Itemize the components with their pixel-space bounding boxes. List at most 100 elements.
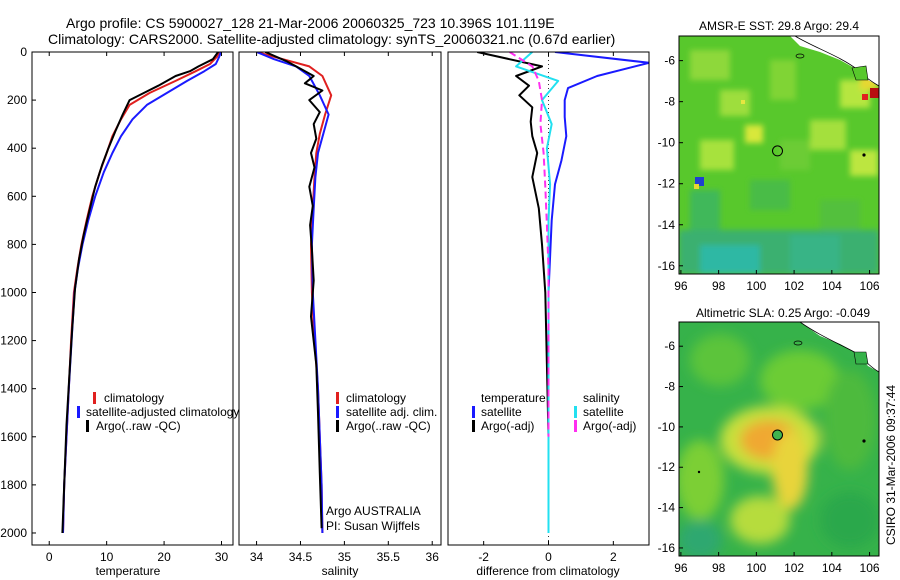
sla-argo-float-marker	[772, 429, 783, 441]
map-x-tick-label: 96	[674, 279, 688, 293]
map-x-tick-label: 102	[784, 279, 804, 293]
temperature-panel-frame	[31, 51, 234, 546]
x-tick-label: 2	[610, 550, 617, 564]
difference-panel: -2 0 2 difference from climatology tempera…	[447, 51, 650, 578]
legend-swatch-sal-satellite	[574, 406, 577, 418]
x-tick-label: 35.5	[377, 550, 401, 564]
salinity-panel-frame	[238, 51, 442, 546]
legend-swatch-temp-argo	[472, 420, 475, 432]
sla-map: Altimetric SLA: 0.25 Argo: -0.049	[658, 306, 880, 575]
x-tick-label: 20	[157, 550, 171, 564]
sla-map-frame	[678, 321, 880, 557]
temperature-xlabel: temperature	[96, 564, 161, 578]
y-tick-label: 2000	[0, 526, 27, 540]
x-tick-label: 34.5	[289, 550, 313, 564]
legend-swatch-satellite	[77, 406, 80, 418]
temperature-panel: 0 10 20 30 0 200 400 600 800 1000 1200 1400 1600 1800…	[0, 45, 239, 578]
series-line-temperature-satellite	[547, 52, 649, 533]
map-y-tick-label: -10	[658, 136, 676, 150]
map-x-tick-label: 100	[746, 561, 766, 575]
salinity-legend: climatology satellite adj. clim. Argo(..…	[336, 391, 437, 433]
x-tick-label: 36	[426, 550, 440, 564]
map-y-tick-label: -10	[658, 420, 676, 434]
map-y-tick-label: -14	[658, 218, 676, 232]
y-tick-label: 0	[20, 45, 27, 59]
map-x-tick-label: 106	[860, 279, 880, 293]
legend-swatch-argo	[86, 420, 89, 432]
x-tick-label: 0	[545, 550, 552, 564]
map-x-tick-label: 104	[822, 279, 842, 293]
sst-map-frame	[678, 35, 880, 275]
series-line-argo-raw-qc	[61, 52, 219, 534]
difference-xlabel: difference from climatology	[476, 564, 619, 578]
series-line-satellite	[256, 52, 330, 534]
legend-swatch-sal-argo	[574, 420, 577, 432]
map-x-tick-label: 98	[712, 279, 726, 293]
y-tick-label: 1800	[0, 478, 27, 492]
y-tick-label: 600	[7, 189, 27, 203]
legend-header-temperature: temperature	[481, 391, 546, 405]
sst-argo-float-marker	[772, 145, 783, 157]
series-line-satellite	[62, 52, 222, 534]
series-line-climatology	[62, 52, 221, 534]
legend-swatch-argo	[336, 420, 339, 432]
sla-field-patches	[679, 334, 879, 556]
map-y-tick-label: -16	[658, 541, 676, 555]
x-tick-label: 0	[46, 550, 53, 564]
temperature-legend: climatology satellite-adjusted climatolo…	[77, 391, 239, 433]
y-tick-label: 400	[7, 141, 27, 155]
legend-label-argo: Argo(..raw -QC)	[96, 419, 181, 433]
series-line-argo-raw-qc	[264, 52, 324, 529]
sst-map-land-mask	[790, 36, 879, 86]
map-y-tick-label: -16	[658, 259, 676, 273]
map-x-tick-label: 100	[746, 279, 766, 293]
y-tick-label: 1000	[0, 285, 27, 299]
sst-field-patches	[679, 50, 879, 274]
y-tick-label: 1600	[0, 430, 27, 444]
y-tick-label: 800	[7, 237, 27, 251]
legend-label-satellite: satellite adj. clim.	[346, 405, 437, 419]
map-y-tick-label: -8	[664, 95, 675, 109]
map-y-tick-label: -6	[664, 339, 675, 353]
legend-swatch-temp-satellite	[472, 406, 475, 418]
map-x-tick-label: 98	[712, 561, 726, 575]
float-owner-annotation: Argo AUSTRALIA	[326, 504, 421, 518]
sla-map-title: Altimetric SLA: 0.25 Argo: -0.049	[696, 306, 870, 320]
figure-title-line2: Climatology: CARS2000. Satellite-adjuste…	[48, 31, 615, 47]
legend-label-climatology: climatology	[104, 391, 164, 405]
legend-swatch-satellite	[336, 406, 339, 418]
legend-label-temp-satellite: satellite	[481, 405, 522, 419]
x-tick-label: -2	[478, 550, 489, 564]
legend-label-sal-satellite: satellite	[583, 405, 624, 419]
legend-label-temp-argo: Argo(-adj)	[481, 419, 534, 433]
x-tick-label: 30	[215, 550, 229, 564]
y-tick-label: 200	[7, 93, 27, 107]
map-x-tick-label: 104	[822, 561, 842, 575]
map-x-tick-label: 96	[674, 561, 688, 575]
y-tick-label: 1200	[0, 334, 27, 348]
legend-label-satellite: satellite-adjusted climatology	[86, 405, 239, 419]
map-y-tick-label: -12	[658, 460, 676, 474]
x-tick-label: 34	[250, 550, 264, 564]
legend-swatch-climatology	[336, 392, 339, 404]
map-y-tick-label: -6	[664, 54, 675, 68]
series-line-salinity-argo-adj	[509, 52, 550, 437]
legend-label-sal-argo: Argo(-adj)	[583, 419, 636, 433]
series-line-temperature-argo-adj	[476, 52, 550, 437]
map-y-tick-label: -8	[664, 380, 675, 394]
map-x-tick-label: 102	[784, 561, 804, 575]
y-tick-label: 1400	[0, 382, 27, 396]
map-y-tick-label: -14	[658, 501, 676, 515]
creation-stamp: CSIRO 31-Mar-2006 09:37:44	[884, 385, 898, 545]
salinity-panel: 34 34.5 35 35.5 36 salinity climatology sate…	[238, 51, 442, 578]
legend-label-climatology: climatology	[346, 391, 406, 405]
x-tick-label: 10	[100, 550, 114, 564]
x-tick-label: 35	[338, 550, 352, 564]
legend-label-argo: Argo(..raw -QC)	[346, 419, 431, 433]
principal-investigator-annotation: PI: Susan Wijffels	[326, 519, 420, 533]
map-x-tick-label: 106	[860, 561, 880, 575]
sst-map-title: AMSR-E SST: 29.8 Argo: 29.4	[699, 19, 859, 33]
map-y-tick-label: -12	[658, 177, 676, 191]
series-line-salinity-satellite	[515, 52, 560, 533]
